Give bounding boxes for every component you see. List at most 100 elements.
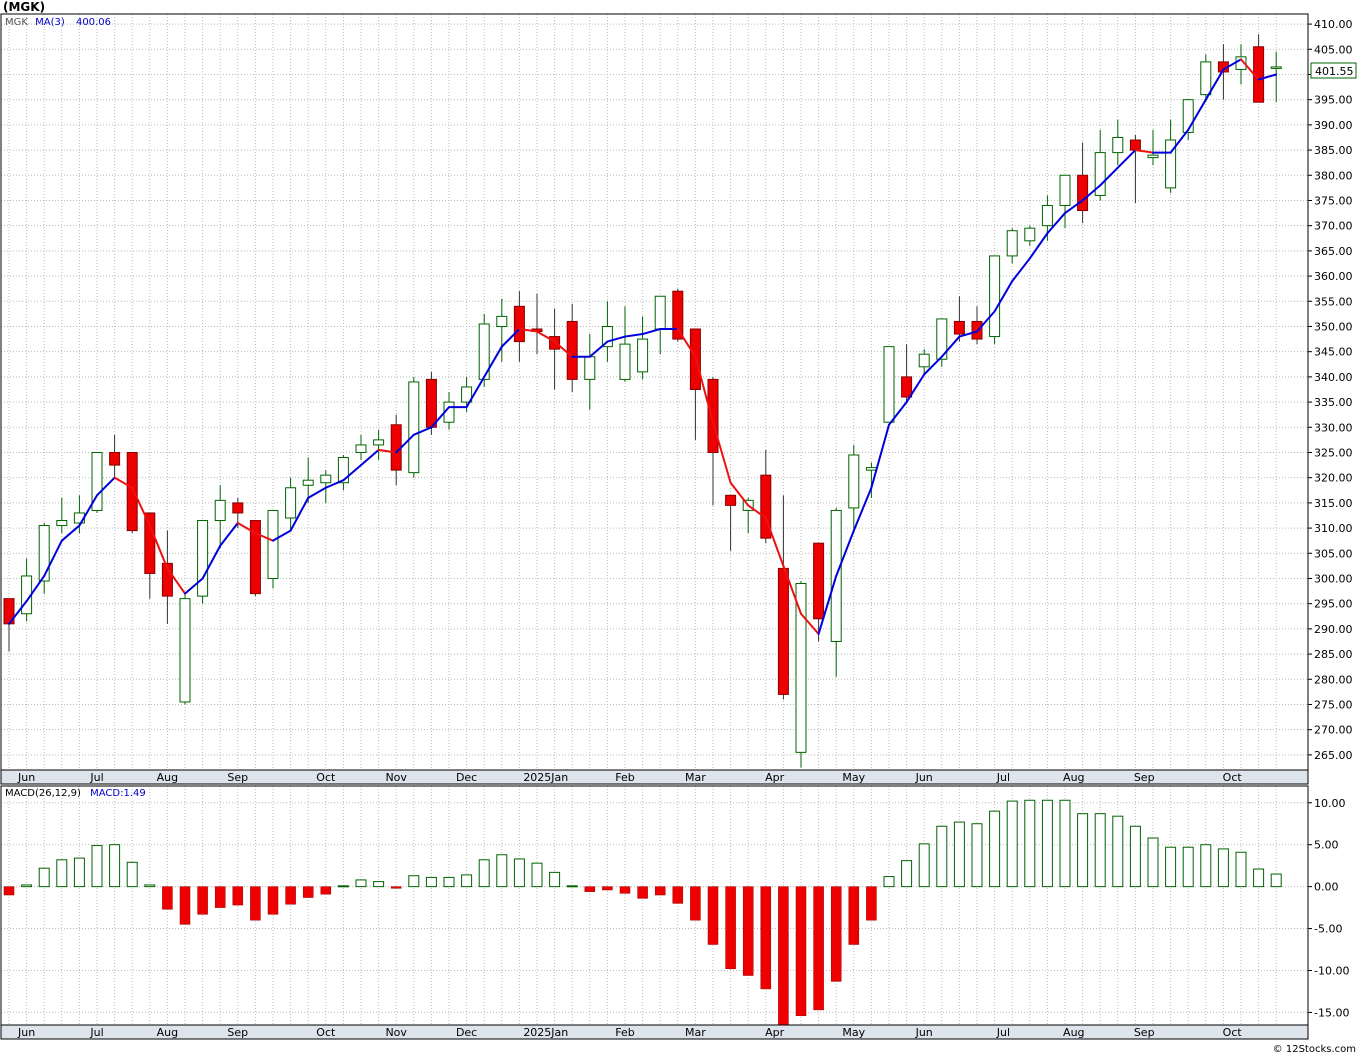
macd-month-label: Oct <box>316 1026 336 1039</box>
macd-bar <box>232 886 244 906</box>
macd-tick-label: 5.00 <box>1314 839 1339 852</box>
candle <box>38 523 50 594</box>
ma-segment <box>500 328 521 348</box>
ma-segment <box>817 574 838 635</box>
candle-body <box>302 479 314 486</box>
macd-bar <box>1094 813 1106 888</box>
candle <box>918 349 930 375</box>
macd-month-label: May <box>842 1026 865 1039</box>
candle-body <box>566 320 578 380</box>
price-month-label: Oct <box>1223 771 1243 784</box>
ma-segment <box>1046 212 1066 235</box>
candle-body <box>38 525 50 582</box>
macd-bar <box>1270 873 1282 888</box>
price-tick-label: 300.00 <box>1314 572 1353 585</box>
macd-bar <box>549 871 561 888</box>
macd-month-label: Jul <box>89 1026 103 1039</box>
ma-segment <box>1028 232 1049 260</box>
macd-bar <box>21 884 33 888</box>
macd-bar <box>285 886 296 905</box>
ma-segment <box>940 335 961 358</box>
credit-text: © 12Stocks.com <box>1273 1044 1356 1055</box>
macd-histogram <box>3 799 1282 1030</box>
macd-bar <box>883 876 895 888</box>
macd-tick-label: -15.00 <box>1314 1006 1349 1019</box>
price-tick-label: 405.00 <box>1314 43 1353 56</box>
macd-bar <box>1129 825 1141 888</box>
ma-segment <box>289 496 310 532</box>
candle-body <box>249 520 261 595</box>
candle <box>637 316 649 380</box>
candle <box>408 376 420 478</box>
candle-body <box>109 451 121 466</box>
ma-segment <box>96 476 116 497</box>
macd-bar <box>1217 848 1229 888</box>
candle <box>795 581 807 768</box>
ma-segment <box>905 373 926 404</box>
macd-month-label: Feb <box>615 1026 634 1039</box>
ma-segment <box>729 481 750 507</box>
ma-segment <box>360 448 380 467</box>
macd-month-label: Aug <box>157 1026 178 1039</box>
price-month-label: Sep <box>1134 771 1155 784</box>
price-tick-label: 295.00 <box>1314 598 1353 611</box>
candle <box>496 298 508 362</box>
ma-segment <box>430 406 450 429</box>
ma-segment <box>377 448 398 454</box>
macd-bar <box>179 886 191 925</box>
candle-body <box>285 487 297 519</box>
price-tick-label: 315.00 <box>1314 497 1353 510</box>
ma-segment <box>483 345 503 378</box>
macd-bar <box>760 886 772 990</box>
candle <box>197 520 209 604</box>
macd-bar <box>1253 868 1265 888</box>
candle <box>672 288 684 342</box>
candle-body <box>1006 230 1018 257</box>
price-tick-label: 395.00 <box>1314 94 1353 107</box>
ma-segment <box>835 529 855 577</box>
candle-body <box>513 305 525 343</box>
ma-segment <box>1099 166 1119 187</box>
candle <box>56 497 68 534</box>
ma-segment <box>1116 149 1137 169</box>
candle-body <box>1165 139 1177 189</box>
candle <box>425 371 437 435</box>
candle-body <box>197 520 209 597</box>
macd-bar <box>162 886 173 910</box>
macd-bar <box>73 857 85 888</box>
price-tick-label: 375.00 <box>1314 194 1353 207</box>
macd-y-axis: 10.00 5.00 0.00 -5.00 -10.00 -15.00 <box>1308 797 1349 1019</box>
ma-segment <box>324 479 345 489</box>
ma-segment <box>553 340 574 358</box>
candle-body <box>1129 139 1141 151</box>
ma-segment <box>166 567 186 595</box>
macd-bar <box>408 875 420 888</box>
candle-body <box>1041 205 1053 227</box>
macd-month-label: Mar <box>685 1026 706 1039</box>
ma-segment <box>852 486 873 532</box>
macd-bar <box>337 885 349 888</box>
macd-tick-label: -5.00 <box>1314 923 1342 936</box>
ma-segment <box>395 433 415 454</box>
candle-body <box>936 318 948 360</box>
macd-month-label: Jun <box>915 1026 933 1039</box>
macd-bar <box>672 886 684 904</box>
price-tick-label: 390.00 <box>1314 119 1353 132</box>
candle-body <box>672 290 684 340</box>
candle-body <box>901 376 913 398</box>
ma-segment <box>25 574 46 603</box>
candle-body <box>1112 136 1124 154</box>
candle-body <box>601 325 613 348</box>
candle <box>1270 51 1282 103</box>
ma-segment <box>1222 58 1242 71</box>
ma-segment <box>993 280 1014 313</box>
candle-body <box>813 542 825 620</box>
candle <box>337 455 349 491</box>
candle-body <box>848 454 860 509</box>
price-y-axis: 410.00405.00400.00395.00390.00385.00380.… <box>1308 18 1353 762</box>
candle <box>989 255 1001 345</box>
macd-bar <box>1041 799 1053 888</box>
ma-segment <box>342 464 362 482</box>
candle <box>813 542 825 642</box>
candle <box>302 457 314 503</box>
